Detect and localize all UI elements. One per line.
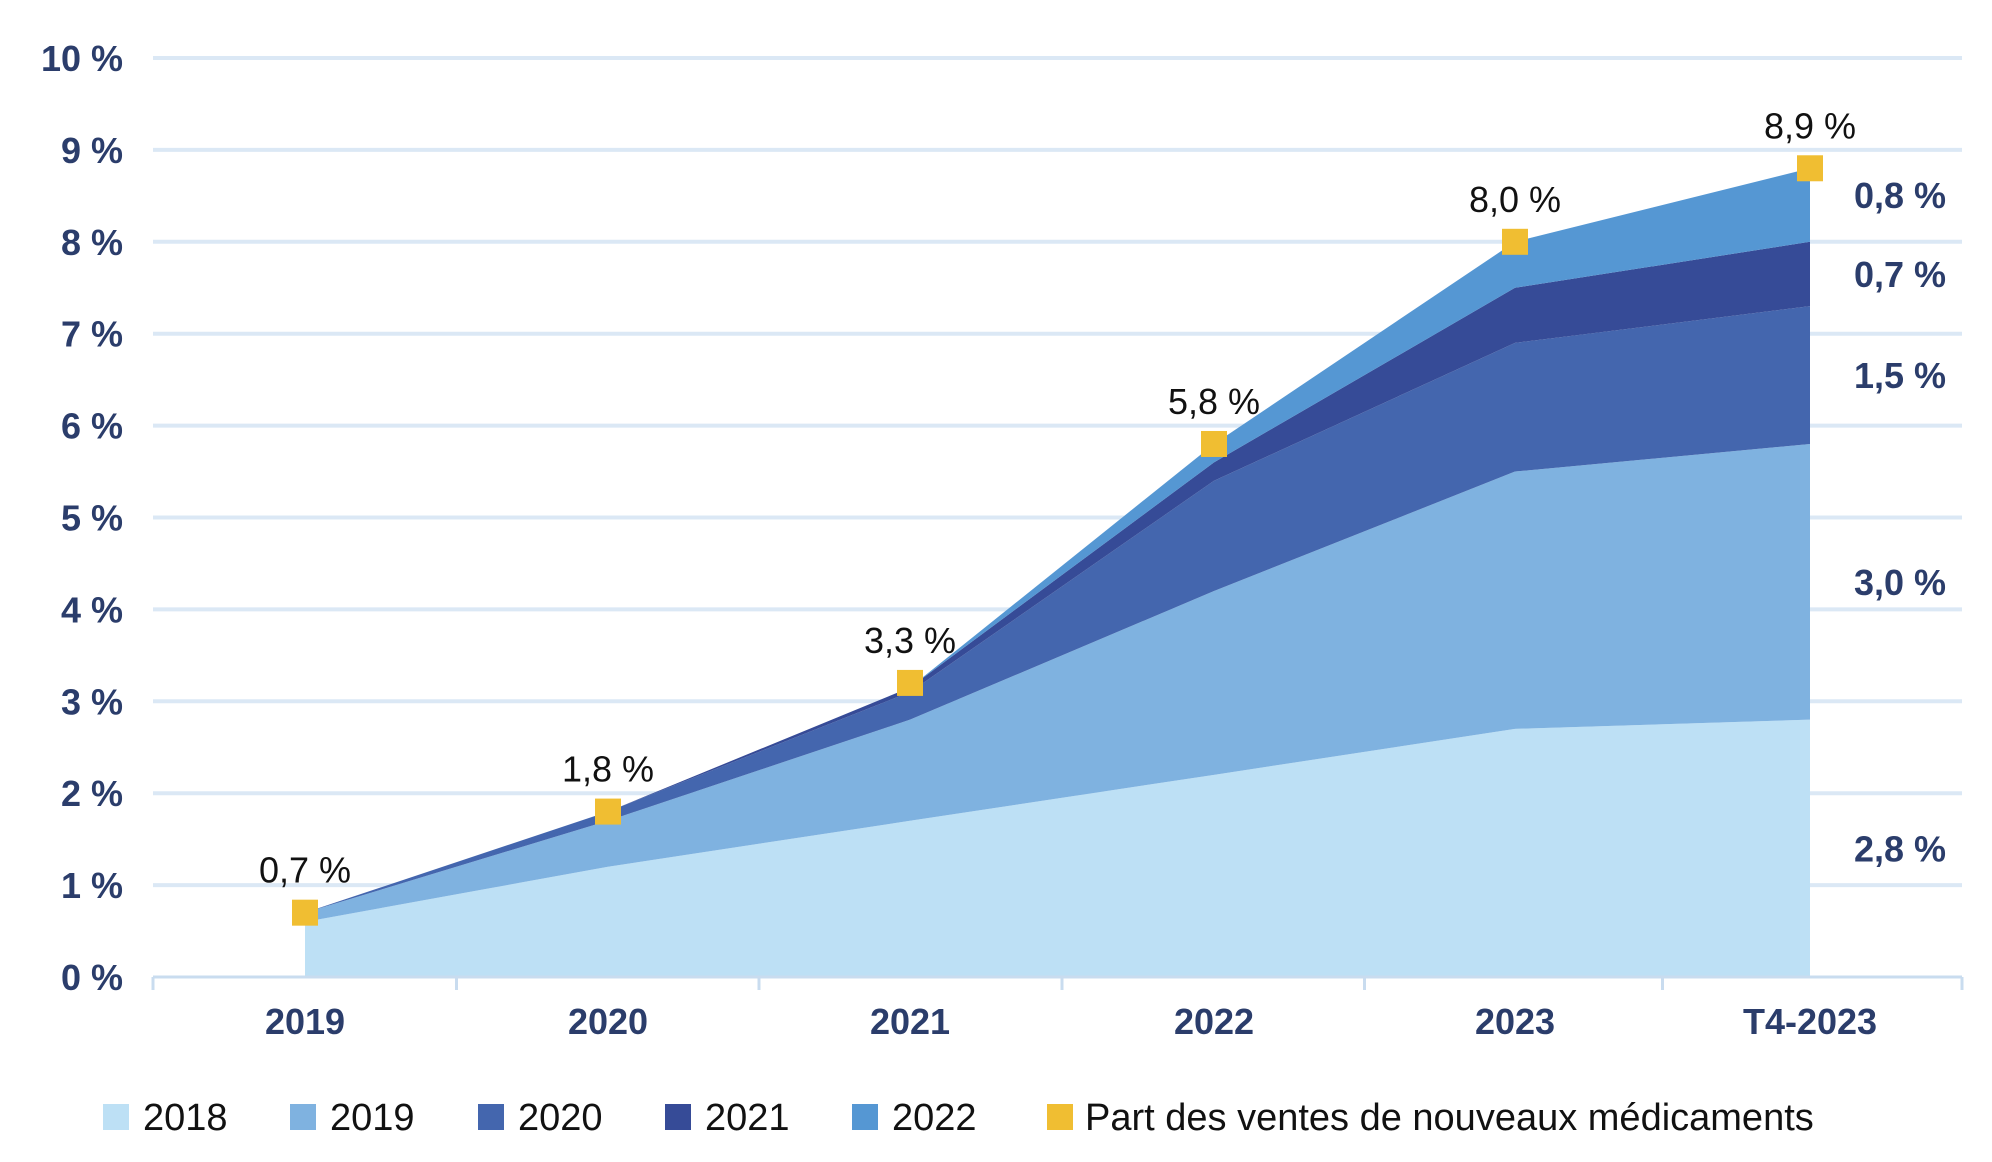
share-marker [1502,228,1528,255]
share-markers [292,155,1823,926]
share-value-label: 8,9 % [1764,105,1856,146]
y-tick-label: 5 % [61,498,123,539]
stack-value-label: 1,5 % [1854,355,1946,396]
legend-label: Part des ventes de nouveaux médicaments [1085,1097,1814,1139]
legend-label: 2018 [143,1097,228,1139]
x-tick-label: 2022 [1174,1001,1254,1042]
y-tick-label: 3 % [61,681,123,722]
y-tick-label: 1 % [61,865,123,906]
x-tick-label: 2023 [1475,1001,1555,1042]
legend-swatch-2018 [103,1104,129,1130]
stack-value-label: 3,0 % [1854,562,1946,603]
share-marker [1797,155,1823,182]
y-tick-label: 8 % [61,222,123,263]
y-tick-labels: 0 % 1 % 2 % 3 % 4 % 5 % 6 % 7 % 8 % 9 % 10 % [41,38,123,998]
share-marker [595,798,621,825]
area-2021 [305,241,1810,913]
x-tick-label: 2020 [568,1001,648,1042]
x-tick-label: 2021 [870,1001,950,1042]
y-tick-label: 10 % [41,38,123,79]
area-2022 [305,168,1810,913]
area-2018 [305,719,1810,977]
gridlines [153,56,1962,888]
share-value-label: 5,8 % [1168,381,1260,422]
legend-label: 2022 [892,1097,977,1139]
area-2020 [305,306,1810,913]
share-marker [292,899,318,926]
legend-label: 2021 [705,1097,790,1139]
y-tick-label: 6 % [61,406,123,447]
share-value-label: 0,7 % [259,850,351,891]
legend-label: 2020 [518,1097,603,1139]
legend-swatch-2022 [852,1104,878,1130]
y-tick-label: 2 % [61,773,123,814]
legend-swatch-share [1047,1104,1073,1130]
y-tick-label: 7 % [61,314,123,355]
stack-value-label: 2,8 % [1854,828,1946,869]
legend-swatch-2019 [290,1104,316,1130]
share-marker [897,669,923,696]
stack-value-label: 0,7 % [1854,254,1946,295]
y-tick-label: 9 % [61,130,123,171]
x-axis [151,975,1964,990]
x-tick-label: 2019 [265,1001,345,1042]
share-value-labels: 0,7 % 1,8 % 3,3 % 5,8 % 8,0 % 8,9 % [259,105,1856,890]
stack-value-labels: 2,8 % 3,0 % 1,5 % 0,7 % 0,8 % [1854,175,1946,869]
area-2019 [305,443,1810,922]
legend-swatch-2020 [478,1104,504,1130]
y-tick-label: 0 % [61,957,123,998]
x-tick-labels: 2019 2020 2021 2022 2023 T4-2023 [265,1001,1877,1042]
legend-swatch-2021 [665,1104,691,1130]
share-value-label: 3,3 % [864,620,956,661]
stack-value-label: 0,8 % [1854,175,1946,216]
legend: 2018 2019 2020 2021 2022 Part des ventes de n… [103,1097,1814,1139]
y-tick-label: 4 % [61,589,123,630]
legend-label: 2019 [330,1097,415,1139]
share-value-label: 1,8 % [562,749,654,790]
x-tick-label: T4-2023 [1743,1001,1877,1042]
area-series [305,168,1810,977]
share-value-label: 8,0 % [1469,179,1561,220]
share-marker [1201,430,1227,457]
